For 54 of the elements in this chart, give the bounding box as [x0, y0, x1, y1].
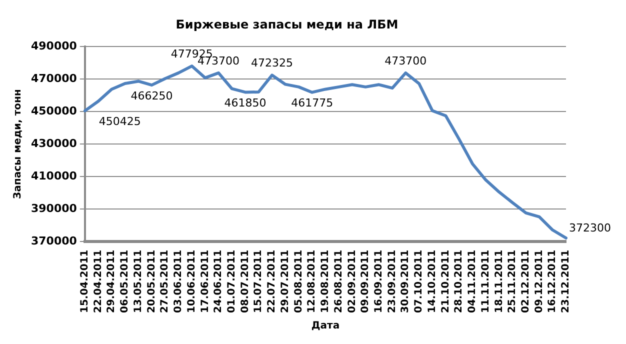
- data-label: 450425: [98, 115, 141, 128]
- x-tick-label: 22.04.2011: [92, 250, 104, 314]
- x-tick-label: 25.11.2011: [507, 250, 518, 314]
- y-tick-label: 490000: [30, 39, 78, 52]
- x-tick-label: 10.06.2011: [186, 250, 198, 314]
- data-label: 473700: [384, 54, 427, 68]
- data-label: 461850: [224, 96, 266, 110]
- x-tick-label: 15.04.2011: [80, 250, 91, 314]
- y-tick-label: 470000: [30, 72, 78, 85]
- x-tick-label: 23.12.2011: [560, 250, 572, 314]
- x-tick-label: 27.05.2011: [160, 250, 171, 314]
- x-tick-label: 14.10.2011: [426, 250, 438, 314]
- x-axis-title: Дата: [311, 320, 340, 332]
- x-tick-label: 28.10.2011: [454, 250, 465, 314]
- x-tick-label: 05.08.2011: [293, 250, 304, 314]
- x-tick-label: 06.05.2011: [120, 250, 131, 314]
- y-tick-label: 370000: [30, 234, 78, 248]
- x-tick-label: 02.12.2011: [520, 250, 532, 314]
- data-label: 472325: [251, 56, 294, 70]
- x-tick-label: 30.09.2011: [400, 250, 412, 314]
- x-tick-label: 07.10.2011: [414, 250, 425, 314]
- y-tick-label: 390000: [30, 202, 78, 216]
- x-tick-label: 13.05.2011: [132, 250, 144, 314]
- x-tick-label: 08.07.2011: [240, 250, 251, 314]
- data-label: 461775: [291, 96, 334, 110]
- x-tick-label: 09.09.2011: [360, 250, 372, 314]
- x-tick-label: 16.12.2011: [547, 250, 558, 314]
- x-tick-label: 29.07.2011: [280, 250, 291, 314]
- x-tick-label: 18.11.2011: [494, 250, 505, 314]
- x-tick-label: 19.08.2011: [320, 250, 332, 314]
- x-tick-label: 17.06.2011: [200, 250, 211, 314]
- x-tick-label: 29.04.2011: [106, 250, 118, 314]
- x-tick-label: 16.09.2011: [374, 250, 385, 314]
- x-tick-label: 11.11.2011: [480, 250, 492, 314]
- y-tick-label: 430000: [30, 136, 78, 150]
- data-label: 372300: [569, 221, 611, 234]
- x-tick-label: 23.09.2011: [386, 250, 398, 314]
- x-tick-label: 20.05.2011: [146, 250, 158, 314]
- y-tick-label: 410000: [30, 169, 78, 182]
- x-tick-label: 04.11.2011: [467, 250, 478, 314]
- x-tick-label: 03.06.2011: [173, 250, 184, 314]
- x-tick-label: 21.10.2011: [440, 250, 452, 314]
- y-axis-title: Запасы меди, тонн: [12, 89, 24, 199]
- chart-title: Биржевые запасы меди на ЛБМ: [176, 17, 398, 32]
- x-tick-label: 02.09.2011: [346, 250, 358, 314]
- x-tick-label: 26.08.2011: [333, 250, 344, 314]
- x-tick-label: 01.07.2011: [226, 250, 238, 314]
- x-tick-label: 22.07.2011: [266, 250, 278, 314]
- x-tick-label: 12.08.2011: [306, 250, 318, 314]
- x-tick-label: 24.06.2011: [213, 250, 224, 314]
- data-label: 466250: [130, 89, 173, 102]
- x-tick-label: 15.07.2011: [253, 250, 264, 314]
- y-tick-label: 450000: [30, 104, 78, 118]
- x-tick-label: 09.12.2011: [534, 250, 545, 314]
